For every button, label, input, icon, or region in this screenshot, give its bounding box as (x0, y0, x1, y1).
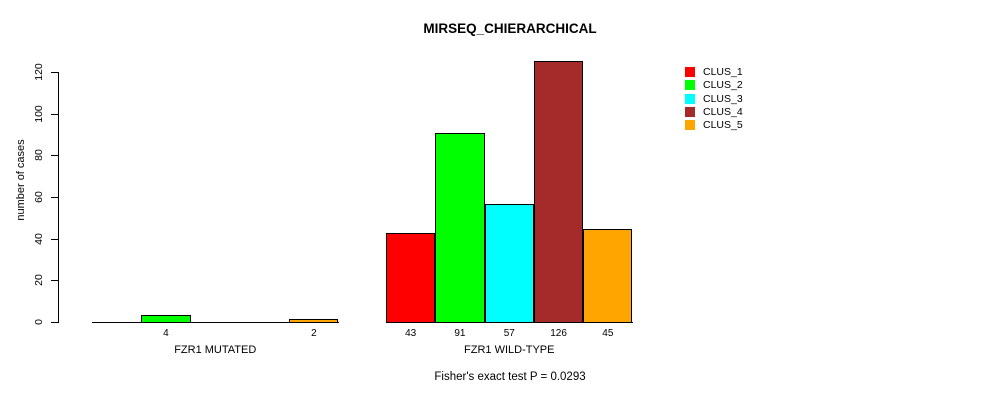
bar-value-label: 4 (163, 328, 169, 339)
y-tick-mark (51, 238, 58, 240)
x-category-label: FZR1 MUTATED (174, 344, 257, 356)
bar-clus_3-wildtype (484, 204, 534, 323)
bar-value-label: 126 (550, 328, 567, 339)
legend-label: CLUS_2 (703, 79, 743, 92)
footer-annotation: Fisher's exact test P = 0.0293 (434, 371, 586, 383)
group-baseline (92, 322, 339, 323)
y-tick-label: 100 (33, 104, 45, 123)
y-axis-line (58, 72, 59, 323)
y-tick-mark (51, 322, 58, 323)
legend-swatch-clus_3 (685, 93, 695, 104)
bar-value-label: 2 (311, 328, 317, 339)
bar-clus_5-mutated (289, 318, 339, 323)
y-tick-mark (51, 155, 58, 157)
y-axis-title: number of cases (15, 139, 27, 221)
y-tick-label: 40 (33, 232, 45, 245)
bar-value-label: 91 (454, 328, 466, 339)
y-tick-mark (51, 197, 58, 198)
legend-label: CLUS_5 (703, 119, 743, 132)
y-tick-label: 80 (33, 149, 45, 162)
legend-swatch-clus_5 (685, 120, 695, 131)
chart-title: MIRSEQ_CHIERARCHICAL (423, 21, 597, 36)
y-tick-label: 20 (33, 274, 45, 287)
legend-swatch-clus_1 (685, 67, 695, 77)
bar-clus_1-wildtype (386, 233, 436, 323)
y-tick-label: 120 (33, 63, 45, 81)
legend-swatch-clus_4 (685, 106, 695, 117)
y-tick-mark (51, 280, 58, 282)
bar-value-label: 45 (602, 328, 614, 339)
bar-clus_2-wildtype (435, 133, 485, 323)
legend-swatch-clus_2 (685, 80, 695, 91)
y-tick-mark (51, 113, 58, 115)
bar-clus_2-mutated (141, 314, 191, 323)
y-tick-label: 60 (33, 191, 45, 203)
legend-label: CLUS_4 (703, 105, 743, 118)
x-category-label: FZR1 WILD-TYPE (464, 344, 555, 356)
legend-label: CLUS_1 (703, 66, 743, 78)
bar-value-label: 43 (405, 328, 417, 339)
bar-value-label: 57 (503, 328, 515, 339)
legend-label: CLUS_3 (703, 92, 743, 105)
y-tick-label: 0 (33, 319, 45, 325)
y-tick-mark (51, 72, 58, 73)
bar-clus_5-wildtype (583, 229, 633, 323)
bar-clus_4-wildtype (533, 60, 584, 323)
